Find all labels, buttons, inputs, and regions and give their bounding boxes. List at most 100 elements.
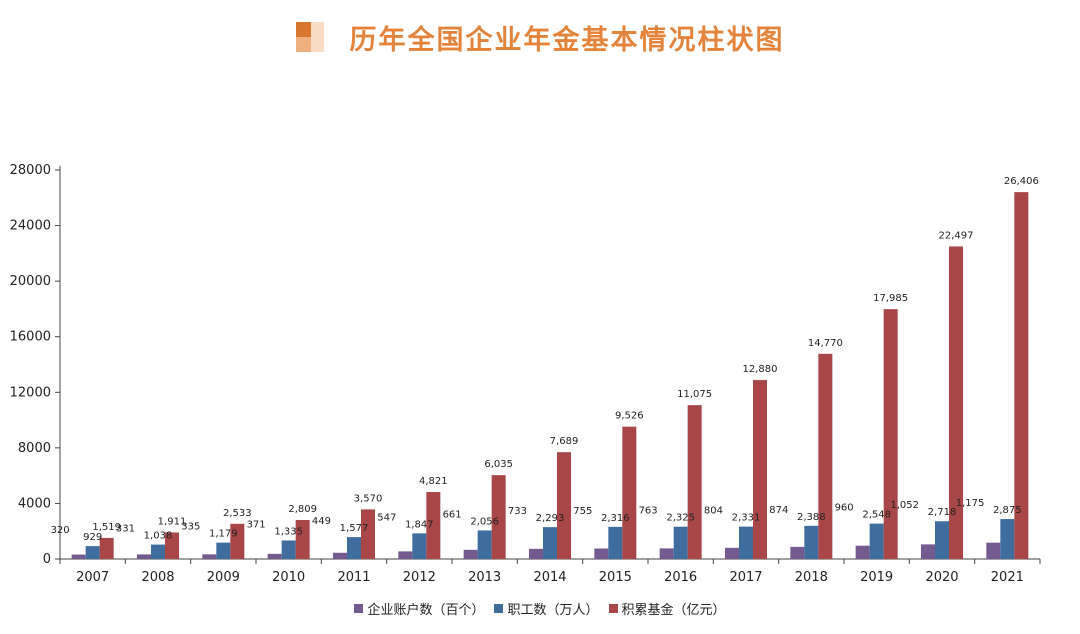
bar: [949, 246, 963, 559]
x-tick-label: 2010: [272, 570, 305, 585]
bar: [529, 548, 543, 559]
data-label: 9,526: [615, 411, 644, 422]
bar: [71, 554, 86, 559]
legend-item-accounts: 企业账户数（百个）: [354, 599, 484, 618]
bar: [491, 475, 506, 559]
x-tick-label: 2021: [991, 570, 1024, 585]
legend-swatch-employees: [494, 603, 504, 613]
bar: [202, 554, 217, 559]
x-tick-label: 2020: [925, 570, 958, 585]
data-label: 331: [116, 524, 135, 535]
bar: [463, 549, 478, 559]
x-tick-label: 2007: [76, 570, 109, 585]
data-label: 733: [508, 506, 527, 517]
x-tick-label: 2018: [795, 570, 828, 585]
bar: [85, 546, 100, 559]
y-tick-label: 24000: [10, 219, 51, 234]
data-label: 3,570: [354, 493, 383, 504]
data-label: 371: [247, 519, 266, 530]
data-label: 6,035: [484, 459, 513, 470]
y-tick-label: 4000: [18, 496, 51, 511]
chart-legend: 企业账户数（百个） 职工数（万人） 积累基金（亿元）: [0, 598, 1080, 618]
y-tick-label: 12000: [10, 385, 51, 400]
data-label: 1,911: [158, 516, 187, 527]
legend-label-fund: 积累基金（亿元）: [621, 602, 726, 618]
data-label: 929: [83, 532, 102, 543]
bar: [398, 551, 413, 559]
data-label: 449: [312, 516, 331, 527]
bar: [725, 547, 739, 559]
legend-swatch-fund: [608, 603, 618, 613]
data-label: 7,689: [550, 436, 579, 447]
x-tick-label: 2008: [141, 570, 174, 585]
bar: [869, 523, 884, 559]
data-label: 320: [51, 525, 70, 536]
data-label: 1,847: [405, 519, 434, 530]
bar: [1014, 192, 1029, 560]
x-tick-label: 2015: [599, 570, 632, 585]
title-bar: 历年全国企业年金基本情况柱状图: [0, 14, 1080, 60]
data-label: 874: [769, 505, 788, 516]
y-tick-label: 28000: [10, 163, 51, 178]
x-tick-label: 2013: [468, 570, 501, 585]
x-tick-label: 2009: [207, 570, 240, 585]
data-label: 2,718: [928, 507, 957, 518]
bar: [935, 521, 949, 559]
legend-swatch-accounts: [354, 603, 364, 613]
data-label: 2,331: [732, 513, 761, 524]
bar: [739, 526, 753, 559]
data-label: 26,406: [1004, 176, 1039, 187]
legend-item-employees: 职工数（万人）: [494, 599, 599, 618]
data-label: 1,577: [340, 523, 369, 534]
bar: [412, 533, 427, 559]
bar: [855, 545, 870, 559]
data-label: 2,388: [797, 512, 826, 523]
data-label: 2,325: [666, 513, 695, 524]
data-label: 2,293: [536, 513, 565, 524]
data-label: 1,179: [209, 529, 238, 540]
bar: [622, 426, 637, 559]
bar: [594, 548, 609, 559]
bar: [426, 492, 441, 559]
bar: [230, 523, 245, 559]
chart-title: 历年全国企业年金基本情况柱状图: [349, 24, 785, 56]
bar: [673, 526, 688, 559]
data-label: 12,880: [743, 364, 778, 375]
bar: [165, 532, 179, 559]
data-label: 2,533: [223, 508, 252, 519]
x-tick-label: 2017: [729, 570, 762, 585]
data-label: 22,497: [939, 230, 974, 241]
data-label: 4,821: [419, 476, 448, 487]
x-tick-label: 2016: [664, 570, 697, 585]
y-tick-label: 20000: [10, 274, 51, 289]
bar: [557, 452, 571, 559]
data-label: 1,335: [274, 526, 303, 537]
x-tick-label: 2019: [860, 570, 893, 585]
x-tick-label: 2014: [533, 570, 566, 585]
bar: [295, 519, 310, 559]
data-label: 2,875: [993, 505, 1022, 516]
legend-label-accounts: 企业账户数（百个）: [367, 602, 485, 618]
data-label: 11,075: [677, 389, 712, 400]
data-label: 1,052: [890, 500, 919, 511]
bar: [347, 537, 361, 559]
bar: [151, 544, 165, 559]
bar: [753, 380, 767, 559]
data-label: 2,056: [470, 516, 499, 527]
data-label: 2,809: [288, 504, 317, 515]
data-label: 1,038: [144, 531, 173, 542]
y-tick-label: 0: [43, 552, 51, 567]
bar: [1000, 519, 1015, 559]
bar: [687, 405, 702, 559]
data-label: 2,316: [601, 513, 630, 524]
data-label: 17,985: [873, 293, 908, 304]
bar: [608, 526, 623, 559]
bar: [477, 530, 492, 559]
data-label: 2,548: [862, 510, 891, 521]
title-logo-icon: [295, 22, 328, 52]
data-label: 755: [573, 506, 592, 517]
bar: [137, 554, 151, 559]
data-label: 14,770: [808, 338, 843, 349]
bar: [790, 546, 805, 559]
